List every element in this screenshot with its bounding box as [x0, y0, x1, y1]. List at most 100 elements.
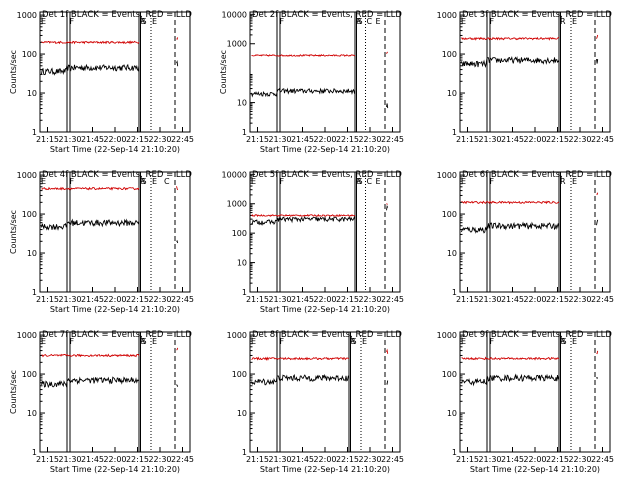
x-axis-label: Start Time (22-Sep-14 21:10:20) — [260, 145, 390, 154]
y-axis-label: Counts/sec — [219, 50, 228, 94]
series-line-lld-after — [596, 34, 599, 39]
y-tick-label: 10 — [447, 249, 457, 258]
y-tick-label: 10 — [27, 89, 37, 98]
x-tick-label: 22:45 — [381, 455, 404, 464]
x-tick-label: 22:45 — [171, 455, 194, 464]
series-line-lld — [41, 40, 140, 45]
chart-title: Det 1f BLACK = Events, RED = LLD — [42, 10, 192, 20]
marker-label: R — [560, 177, 566, 186]
series-line-lld-after — [596, 350, 599, 355]
plot-frame — [249, 171, 401, 293]
marker-label: E — [152, 337, 157, 346]
y-tick-label: 10 — [27, 409, 37, 418]
plot-frame — [249, 331, 401, 453]
x-axis-label: Start Time (22-Sep-14 21:10:20) — [260, 305, 390, 314]
marker-label: R — [560, 337, 566, 346]
y-tick-label: 1000 — [17, 11, 37, 20]
x-tick-label: 22:00 — [313, 295, 336, 304]
x-tick-label: 21:45 — [501, 135, 524, 144]
marker-label: E — [461, 337, 466, 346]
chart-title: Det 5f BLACK = Events, RED = LLD — [252, 170, 402, 180]
x-tick-label: 22:15 — [546, 135, 569, 144]
x-tick-label: 22:00 — [523, 135, 546, 144]
x-axis-label: Start Time (22-Sep-14 21:10:20) — [50, 145, 180, 154]
y-axis-label: Counts/sec — [9, 210, 18, 254]
chart-panel-8: Det 8f BLACK = Events, RED = LLD 1 10 100 10… — [227, 330, 404, 474]
marker-label: E — [572, 337, 577, 346]
marker-label: F — [490, 177, 495, 186]
x-tick-label: 21:15 — [456, 295, 479, 304]
x-tick-label: 22:45 — [381, 295, 404, 304]
y-tick-label: 100 — [232, 229, 247, 238]
marker-label: E — [376, 177, 381, 186]
x-tick-label: 21:30 — [478, 455, 501, 464]
chart-panel-5: Det 5f BLACK = Events, RED = LLD 1 10 100 10… — [222, 170, 404, 314]
x-tick-label: 22:30 — [358, 455, 381, 464]
series-line-events-after — [176, 60, 179, 67]
series-line-events — [41, 376, 140, 389]
x-tick-label: 22:30 — [568, 135, 591, 144]
x-tick-label: 22:45 — [591, 455, 614, 464]
y-tick-label: 100 — [22, 50, 37, 59]
chart-title: Det 7f BLACK = Events, RED = LLD — [42, 330, 192, 340]
x-tick-label: 21:30 — [58, 455, 81, 464]
x-tick-label: 21:15 — [246, 135, 269, 144]
series-line-lld-after — [386, 51, 388, 54]
x-tick-label: 21:15 — [456, 135, 479, 144]
x-axis-label: Start Time (22-Sep-14 21:10:20) — [50, 305, 180, 314]
x-tick-label: 21:15 — [246, 295, 269, 304]
series-line-events-after — [596, 377, 599, 380]
x-tick-label: 21:30 — [58, 135, 81, 144]
y-tick-label: 100 — [442, 50, 457, 59]
y-tick-label: 100 — [232, 370, 247, 379]
x-tick-label: 21:15 — [36, 295, 59, 304]
x-tick-label: 22:15 — [336, 295, 359, 304]
y-axis-label: Counts/sec — [9, 50, 18, 94]
x-tick-label: 22:45 — [591, 135, 614, 144]
y-tick-label: 10 — [237, 409, 247, 418]
marker-label: C — [367, 177, 373, 186]
series-line-lld — [41, 186, 140, 191]
marker-label: F — [280, 337, 285, 346]
y-tick-label: 100 — [442, 210, 457, 219]
y-tick-label: 1 — [452, 128, 457, 137]
marker-label: E — [362, 337, 367, 346]
x-tick-label: 21:15 — [246, 455, 269, 464]
marker-label: F — [490, 17, 495, 26]
chart-panel-7: Det 7f BLACK = Events, RED = LLD 1 10 100 10… — [9, 330, 194, 474]
x-tick-label: 22:30 — [358, 135, 381, 144]
marker-label: F — [490, 337, 495, 346]
marker-label: E — [251, 337, 256, 346]
y-tick-label: 100 — [442, 370, 457, 379]
y-tick-label: 10 — [237, 99, 247, 108]
series-line-events — [251, 373, 350, 386]
series-line-events — [251, 215, 356, 226]
y-tick-label: 10 — [237, 259, 247, 268]
marker-label: R — [350, 337, 356, 346]
marker-label: F — [70, 17, 75, 26]
series-line-lld-after — [386, 203, 388, 205]
y-tick-label: 1000 — [437, 331, 457, 340]
marker-label: F — [70, 337, 75, 346]
y-tick-label: 1000 — [437, 11, 457, 20]
y-tick-label: 10 — [27, 249, 37, 258]
marker-label: R — [140, 17, 146, 26]
x-tick-label: 22:00 — [313, 455, 336, 464]
x-tick-label: 22:00 — [103, 135, 126, 144]
marker-label: E — [152, 177, 157, 186]
x-tick-label: 22:00 — [523, 455, 546, 464]
chart-panel-9: Det 9f BLACK = Events, RED = LLD 1 10 100 10… — [437, 330, 614, 474]
series-line-events — [41, 63, 140, 76]
plot-frame — [39, 171, 191, 293]
marker-label: E — [376, 17, 381, 26]
series-line-lld-after — [596, 192, 599, 196]
x-tick-label: 22:15 — [546, 455, 569, 464]
series-line-events — [251, 87, 356, 98]
marker-label: S — [358, 177, 363, 186]
series-line-events — [41, 218, 140, 231]
series-line-events-after — [596, 219, 599, 226]
marker-label: E — [572, 17, 577, 26]
chart-title: Det 3f BLACK = Events, RED = LLD — [462, 10, 612, 20]
